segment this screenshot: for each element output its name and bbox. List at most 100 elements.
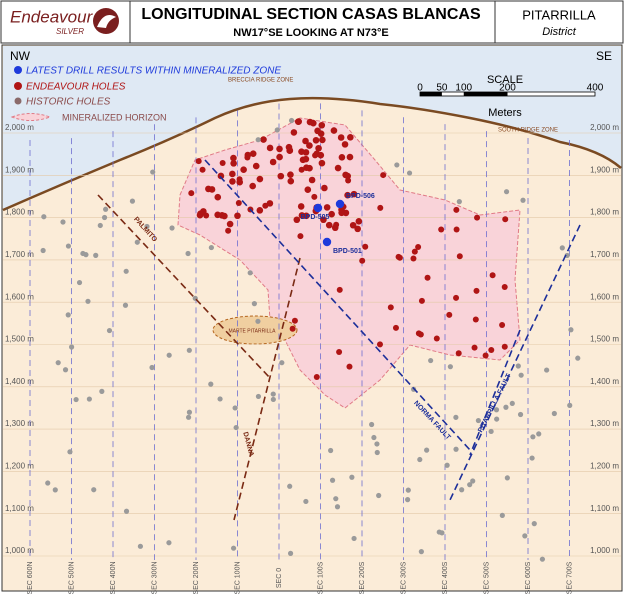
historic-hole	[122, 302, 129, 308]
sky	[3, 46, 621, 210]
historic-hole	[517, 411, 524, 418]
historic-hole	[150, 169, 156, 175]
historic-hole	[456, 199, 462, 205]
endeavour-hole	[230, 160, 237, 167]
historic-hole	[144, 223, 150, 230]
historic-hole	[166, 352, 172, 358]
endeavour-hole	[482, 352, 489, 359]
endeavour-hole	[298, 212, 306, 219]
endeavour-hole	[269, 158, 277, 166]
section-label: SEC 400N	[110, 561, 117, 594]
historic-hole	[166, 540, 172, 546]
endeavour-hole	[249, 182, 256, 190]
historic-hole	[99, 388, 105, 394]
elevation-label: 1,000 m	[5, 546, 34, 555]
mineralized-zone	[177, 117, 521, 409]
historic-hole	[349, 474, 355, 480]
endeavour-hole	[262, 202, 269, 209]
endeavour-hole	[297, 233, 304, 240]
endeavour-hole	[499, 321, 506, 328]
historic-hole	[334, 504, 341, 510]
endeavour-hole	[362, 243, 369, 250]
endeavour-hole	[295, 118, 302, 125]
scale-title: SCALE	[487, 74, 523, 86]
latest-hole-label: BPD-501	[333, 248, 362, 255]
endeavour-hole	[289, 325, 296, 332]
endeavour-hole	[260, 136, 267, 143]
endeavour-hole	[377, 204, 384, 211]
endeavour-hole	[346, 153, 354, 161]
endeavour-hole	[311, 193, 318, 200]
company-sub: SILVER	[56, 27, 84, 36]
historic-hole	[288, 117, 295, 124]
historic-hole	[287, 550, 294, 556]
elevation-label: 1,200 m	[5, 462, 34, 471]
endeavour-hole	[195, 158, 202, 165]
historic-hole	[123, 508, 130, 514]
historic-hole	[247, 270, 253, 276]
historic-hole	[73, 396, 79, 403]
endeavour-hole	[473, 287, 480, 294]
endeavour-hole	[276, 153, 283, 161]
historic-hole	[447, 364, 453, 370]
latest-hole-label: BPD-506	[346, 193, 375, 200]
endeavour-hole	[317, 151, 325, 159]
historic-hole	[208, 381, 214, 387]
section-label: SEC 600S	[525, 561, 532, 594]
endeavour-hole	[240, 166, 247, 174]
historic-hole	[232, 405, 238, 411]
historic-hole	[568, 327, 574, 333]
endeavour-hole	[221, 212, 228, 220]
elevation-label: 1,800 m	[5, 208, 34, 217]
historic-hole	[106, 327, 113, 334]
endeavour-hole	[290, 129, 298, 136]
endeavour-hole	[336, 349, 343, 356]
endeavour-hole	[287, 177, 295, 185]
endeavour-hole	[418, 297, 425, 304]
historic-hole	[417, 456, 423, 463]
endeavour-hole	[338, 153, 346, 161]
topography	[2, 96, 622, 212]
endeavour-hole	[338, 209, 345, 217]
scale-bar	[463, 92, 508, 96]
historic-hole	[169, 225, 175, 231]
elevation-label: 1,300 m	[5, 419, 34, 428]
legend-symbol	[10, 113, 52, 121]
elevation-label: 1,200 m	[590, 462, 619, 471]
endeavour-hole	[359, 257, 366, 264]
section-label: SEC 100S	[317, 561, 324, 594]
elevation-label: 1,600 m	[5, 292, 34, 301]
endeavour-hole	[199, 166, 206, 173]
endeavour-hole	[306, 118, 314, 126]
scale-bar	[420, 92, 442, 96]
endeavour-hole	[330, 127, 338, 134]
endeavour-hole	[226, 220, 234, 228]
historic-hole	[369, 421, 375, 428]
legend-symbol	[14, 66, 22, 74]
historic-hole	[86, 396, 92, 402]
historic-hole	[328, 447, 334, 454]
logo-mark	[97, 14, 116, 28]
section-label: SEC 0	[276, 568, 283, 588]
historic-hole	[405, 487, 411, 493]
endeavour-hole	[229, 178, 236, 185]
elevation-label: 1,500 m	[590, 335, 619, 344]
endeavour-hole	[347, 134, 354, 141]
zone-label: BRECCIA RIDGE ZONE	[228, 78, 293, 84]
historic-hole	[503, 189, 510, 195]
historic-hole	[137, 543, 144, 549]
historic-hole	[333, 496, 339, 502]
historic-hole	[504, 475, 510, 481]
historic-hole	[351, 535, 357, 542]
endeavour-hole	[252, 162, 260, 170]
endeavour-hole	[306, 142, 313, 149]
historic-hole	[509, 400, 515, 407]
endeavour-hole	[453, 226, 460, 233]
endeavour-hole	[234, 212, 241, 220]
elevation-label: 1,300 m	[590, 419, 619, 428]
historic-hole	[475, 417, 481, 424]
fault	[449, 224, 581, 501]
endeavour-hole	[312, 152, 319, 159]
endeavour-hole	[302, 155, 310, 163]
